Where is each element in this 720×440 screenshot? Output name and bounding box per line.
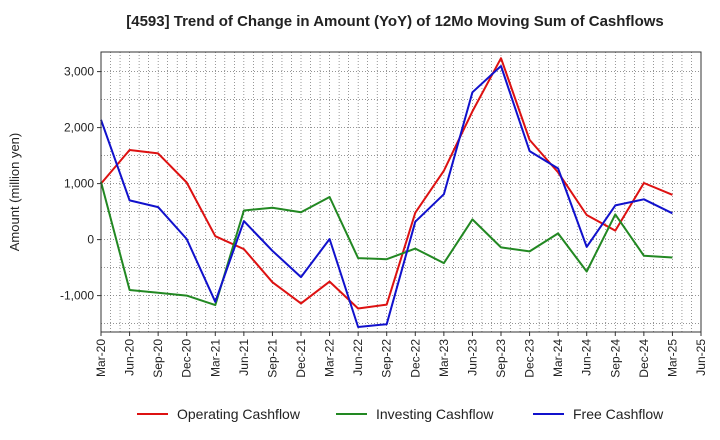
grid — [100, 52, 701, 332]
x-tick-label: Mar-23 — [437, 339, 451, 377]
y-axis-ticks: 3,000 2,000 1,000 0 -1,000 — [60, 65, 101, 303]
x-tick-label: Jun-24 — [580, 339, 594, 376]
x-tick-label: Jun-23 — [465, 339, 479, 376]
x-tick-label: Sep-21 — [265, 339, 279, 378]
x-tick-label: Mar-20 — [94, 339, 108, 377]
legend-label-investing-cashflow: Investing Cashflow — [376, 406, 494, 422]
x-tick-label: Jun-20 — [123, 339, 137, 376]
plot-area — [101, 52, 701, 332]
x-tick-label: Mar-25 — [665, 339, 679, 377]
plot-frame — [100, 51, 702, 333]
y-tick-label: 2,000 — [64, 121, 94, 135]
x-tick-label: Sep-24 — [608, 339, 622, 378]
legend: Operating Cashflow Investing Cashflow Free… — [137, 406, 664, 422]
legend-label-operating-cashflow: Operating Cashflow — [177, 406, 301, 422]
x-tick-label: Mar-24 — [551, 339, 565, 377]
x-tick-label: Sep-22 — [380, 339, 394, 378]
x-tick-label: Sep-20 — [151, 339, 165, 378]
y-tick-label: 1,000 — [64, 177, 94, 191]
chart-title: [4593] Trend of Change in Amount (YoY) o… — [126, 13, 664, 30]
series-lines — [100, 57, 673, 328]
x-tick-label: Jun-25 — [694, 339, 708, 376]
legend-label-free-cashflow: Free Cashflow — [573, 406, 664, 422]
x-tick-label: Sep-23 — [494, 339, 508, 378]
y-axis-label: Amount (million yen) — [7, 133, 22, 252]
x-tick-label: Jun-21 — [237, 339, 251, 376]
investing-cashflow-line — [100, 181, 673, 307]
x-tick-label: Dec-23 — [523, 339, 537, 378]
x-tick-label: Dec-21 — [294, 339, 308, 378]
y-tick-label: 0 — [87, 233, 94, 247]
x-tick-label: Mar-21 — [208, 339, 222, 377]
y-tick-label: 3,000 — [64, 65, 94, 79]
x-tick-label: Jun-22 — [351, 339, 365, 376]
x-axis-ticks: Mar-20 Jun-20 Sep-20 Dec-20 Mar-21 Jun-21 Sep-… — [94, 332, 708, 378]
x-tick-label: Dec-22 — [408, 339, 422, 378]
operating-cashflow-line — [100, 57, 673, 310]
free-cashflow-line — [100, 65, 673, 328]
x-tick-label: Dec-24 — [637, 339, 651, 378]
y-tick-label: -1,000 — [60, 289, 94, 303]
x-tick-label: Dec-20 — [180, 339, 194, 378]
x-tick-label: Mar-22 — [323, 339, 337, 377]
